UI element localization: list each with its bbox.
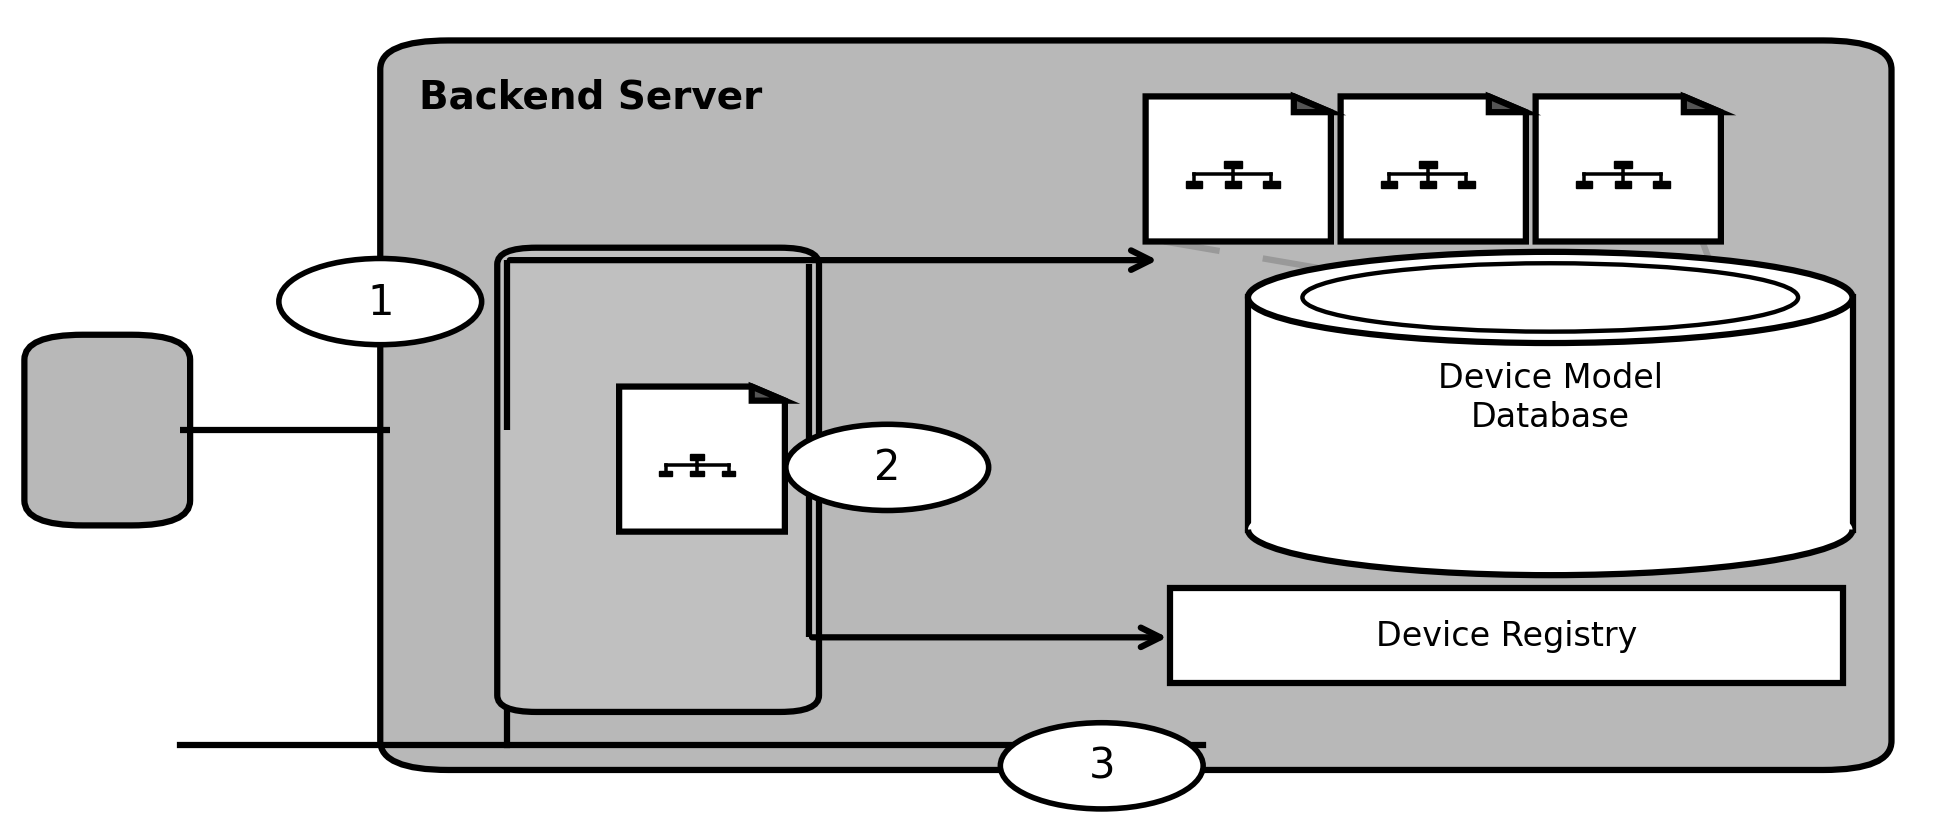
Polygon shape <box>620 388 784 532</box>
Text: 1: 1 <box>367 282 394 323</box>
Bar <box>690 454 704 460</box>
Polygon shape <box>1248 298 1852 530</box>
Circle shape <box>279 259 482 345</box>
Ellipse shape <box>1248 253 1852 344</box>
Text: Device Registry: Device Registry <box>1375 619 1638 652</box>
FancyBboxPatch shape <box>380 41 1891 770</box>
FancyBboxPatch shape <box>1170 588 1843 683</box>
Circle shape <box>1000 723 1203 809</box>
Circle shape <box>786 425 989 511</box>
Bar <box>1420 182 1435 189</box>
Bar <box>1576 182 1591 189</box>
Polygon shape <box>1537 97 1720 242</box>
Polygon shape <box>751 388 784 402</box>
Text: 3: 3 <box>1088 745 1115 787</box>
Bar <box>1381 182 1396 189</box>
Text: Backend Server: Backend Server <box>419 79 762 117</box>
Bar <box>659 471 673 477</box>
Bar <box>1654 182 1669 189</box>
Polygon shape <box>1683 97 1720 113</box>
Bar <box>1186 182 1201 189</box>
Bar <box>1613 161 1632 169</box>
Polygon shape <box>1295 97 1330 113</box>
Polygon shape <box>1147 97 1330 242</box>
Polygon shape <box>1342 97 1525 242</box>
Polygon shape <box>1490 97 1525 113</box>
FancyBboxPatch shape <box>23 335 189 526</box>
Bar <box>1264 182 1279 189</box>
Ellipse shape <box>1248 484 1852 575</box>
Text: Device Model
Database: Device Model Database <box>1437 362 1663 433</box>
Bar <box>690 471 704 477</box>
Text: 2: 2 <box>874 447 901 489</box>
Bar <box>1418 161 1437 169</box>
Bar <box>1615 182 1630 189</box>
Bar <box>722 471 735 477</box>
Bar <box>1223 161 1242 169</box>
Bar <box>1459 182 1474 189</box>
FancyBboxPatch shape <box>497 248 819 712</box>
Bar <box>1225 182 1240 189</box>
